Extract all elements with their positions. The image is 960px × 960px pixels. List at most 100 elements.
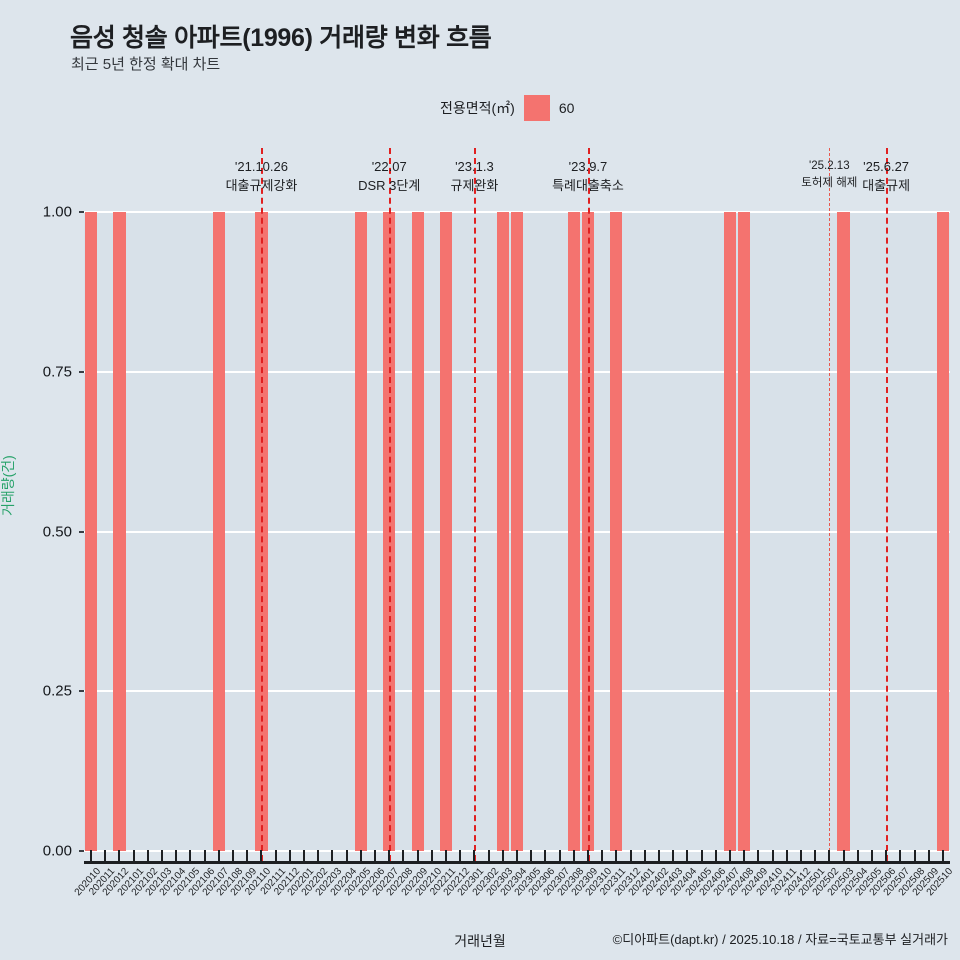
annotation-label: '23.9.7 특례대출축소 — [552, 158, 624, 196]
x-tick-mark — [601, 850, 604, 862]
y-tick-mark — [79, 211, 84, 213]
legend: 전용면적(㎡) 60 — [440, 95, 574, 121]
x-tick-mark — [643, 850, 646, 862]
bar[interactable] — [255, 212, 268, 851]
x-tick-mark — [303, 850, 306, 862]
bar[interactable] — [496, 212, 509, 851]
x-tick-mark — [913, 850, 916, 862]
x-tick-mark — [175, 850, 178, 862]
x-tick-mark — [118, 850, 121, 862]
x-axis-title: 거래년월 — [454, 933, 506, 949]
x-tick-mark — [459, 850, 462, 862]
bar[interactable] — [411, 212, 424, 851]
annotation-label: '23.1.3 규제완화 — [450, 158, 498, 196]
y-tick-mark — [79, 370, 84, 373]
x-tick-mark — [288, 850, 291, 862]
bar[interactable] — [510, 212, 524, 851]
x-tick-mark — [572, 850, 575, 862]
bar[interactable] — [354, 212, 367, 851]
annotation-label: '21.10.26 대출규제강화 — [226, 158, 298, 196]
bar[interactable] — [439, 212, 453, 851]
annotation-line — [389, 148, 392, 861]
x-tick-mark — [161, 850, 164, 862]
x-tick-mark — [941, 850, 944, 862]
bar[interactable] — [936, 212, 949, 851]
x-tick-mark — [799, 850, 802, 862]
annotation-date: '25.2.13 — [809, 160, 850, 172]
bar[interactable] — [723, 212, 737, 851]
y-tick-label: 0.00 — [42, 842, 72, 860]
bar[interactable] — [113, 212, 126, 851]
page-subtitle: 최근 5년 한정 확대 차트 — [71, 56, 221, 73]
x-tick-mark — [700, 850, 703, 862]
y-axis-title: 거래량(건) — [0, 455, 16, 516]
x-tick-mark — [203, 850, 206, 862]
bar[interactable] — [837, 212, 850, 851]
x-tick-mark — [558, 850, 561, 862]
x-tick-mark — [530, 850, 533, 862]
x-tick-mark — [345, 850, 348, 862]
x-tick-mark — [246, 850, 249, 862]
bar[interactable] — [212, 212, 225, 851]
x-tick-mark — [885, 850, 888, 862]
bar[interactable] — [610, 212, 623, 851]
annotation-text: 대출규제 — [862, 177, 911, 193]
x-tick-mark — [686, 850, 689, 862]
y-tick-mark — [79, 850, 84, 852]
bar[interactable] — [383, 212, 396, 851]
annotation-date: '23.1.3 — [455, 159, 494, 174]
annotation-text: 규제완화 — [450, 177, 499, 193]
x-tick-mark — [430, 850, 433, 862]
x-tick-mark — [359, 850, 362, 862]
x-tick-mark — [629, 850, 632, 862]
x-tick-mark — [473, 850, 476, 862]
annotation-text: 대출규제강화 — [225, 177, 298, 193]
annotation-line — [261, 148, 264, 861]
annotation-label: '25.2.13 토허제 해제 — [801, 158, 857, 191]
x-tick-mark — [445, 850, 448, 862]
y-tick-label: 1.00 — [42, 203, 72, 221]
annotation-label: '25.6.27 대출규제 — [862, 158, 910, 196]
x-tick-mark — [274, 850, 277, 862]
plot-area — [84, 148, 950, 861]
bar[interactable] — [84, 212, 98, 851]
x-tick-mark — [544, 850, 547, 862]
annotation-text: 토허제 해제 — [801, 176, 858, 189]
x-tick-mark — [899, 850, 902, 862]
x-tick-mark — [586, 850, 589, 862]
bar[interactable] — [738, 212, 751, 851]
x-tick-mark — [217, 850, 220, 862]
x-tick-mark — [331, 850, 334, 862]
x-tick-mark — [416, 850, 419, 862]
page-title: 음성 청솔 아파트(1996) 거래량 변화 흐름 — [70, 24, 492, 52]
x-tick-mark — [814, 850, 817, 862]
annotation-line — [829, 148, 831, 861]
annotation-date: '21.10.26 — [234, 159, 288, 174]
x-tick-mark — [870, 850, 873, 862]
x-tick-mark — [842, 850, 845, 862]
x-tick-mark — [743, 850, 746, 862]
x-tick-mark — [132, 850, 135, 862]
legend-title: 전용면적(㎡) — [440, 100, 515, 116]
x-tick-mark — [146, 850, 149, 862]
x-tick-mark — [487, 850, 490, 862]
legend-swatch-60 — [523, 95, 550, 121]
annotation-date: '25.6.27 — [863, 159, 910, 174]
x-tick-mark — [501, 850, 504, 862]
annotation-date: '23.9.7 — [568, 159, 608, 174]
x-tick-mark — [785, 850, 788, 862]
x-tick-mark — [402, 850, 405, 862]
footer-credit: ©디아파트(dapt.kr) / 2025.10.18 / 자료=국토교통부 실… — [612, 932, 948, 947]
bar[interactable] — [567, 212, 580, 851]
x-tick-mark — [317, 850, 320, 862]
x-tick-mark — [388, 850, 391, 862]
annotation-text: 특례대출축소 — [552, 177, 624, 193]
x-tick-mark — [771, 850, 774, 862]
annotation-text: DSR 3단계 — [358, 177, 421, 193]
y-tick-label: 0.75 — [42, 363, 72, 381]
y-tick-mark — [79, 690, 84, 693]
x-tick-mark — [672, 850, 675, 862]
annotation-line — [474, 148, 477, 861]
x-tick-mark — [728, 850, 731, 862]
